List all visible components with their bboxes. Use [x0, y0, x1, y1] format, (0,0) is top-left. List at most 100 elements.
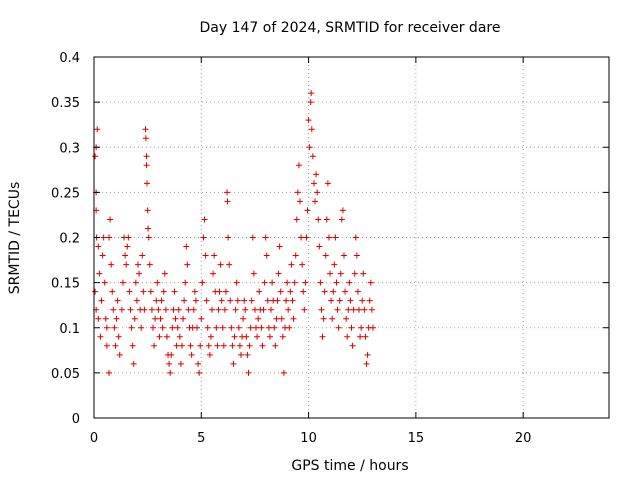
data-point: [100, 234, 107, 241]
data-point: [158, 297, 165, 304]
data-point: [294, 189, 301, 196]
data-point: [98, 297, 105, 304]
data-point: [295, 162, 302, 169]
data-point: [129, 342, 136, 349]
data-point: [346, 279, 353, 286]
y-tick-label: 0.2: [59, 232, 80, 247]
data-point: [276, 243, 283, 250]
data-point: [318, 306, 325, 313]
data-point: [337, 270, 344, 277]
data-point: [308, 126, 315, 133]
data-point: [151, 342, 158, 349]
data-point: [211, 252, 218, 259]
data-point: [154, 279, 161, 286]
data-point: [167, 369, 174, 376]
y-tick-label: 0.25: [51, 186, 80, 201]
data-point: [166, 360, 173, 367]
data-point: [170, 306, 177, 313]
data-point: [131, 315, 138, 322]
data-point: [174, 324, 181, 331]
data-point: [319, 333, 326, 340]
data-point: [145, 234, 152, 241]
data-point: [272, 342, 279, 349]
data-point: [114, 297, 121, 304]
data-point: [220, 342, 227, 349]
data-point: [300, 288, 307, 295]
y-axis-label: SRMTID / TECUs: [7, 182, 23, 295]
data-point: [251, 306, 258, 313]
data-point: [348, 324, 355, 331]
data-point: [103, 342, 110, 349]
data-point: [176, 333, 183, 340]
data-point: [308, 90, 315, 97]
data-point: [153, 297, 160, 304]
data-point: [335, 324, 342, 331]
data-point: [290, 315, 297, 322]
data-point: [182, 279, 189, 286]
data-point: [227, 297, 234, 304]
data-point: [353, 252, 360, 259]
data-point: [97, 333, 104, 340]
data-point: [130, 360, 137, 367]
data-point: [360, 270, 367, 277]
data-point: [241, 297, 248, 304]
data-point: [324, 180, 331, 187]
data-point: [216, 288, 223, 295]
data-point: [106, 369, 113, 376]
data-point: [325, 234, 332, 241]
data-point: [103, 324, 110, 331]
data-point: [118, 306, 125, 313]
data-point: [144, 180, 151, 187]
data-point: [127, 306, 134, 313]
data-point: [285, 306, 292, 313]
y-tick-label: 0.05: [51, 367, 80, 382]
data-point: [303, 234, 310, 241]
data-point: [304, 207, 311, 214]
data-point: [332, 234, 339, 241]
data-point: [175, 306, 182, 313]
data-point: [361, 306, 368, 313]
data-point: [351, 270, 358, 277]
data-point: [201, 216, 208, 223]
data-point: [298, 234, 305, 241]
data-point: [283, 297, 290, 304]
data-point: [289, 297, 296, 304]
data-point: [173, 342, 180, 349]
data-point: [96, 270, 103, 277]
data-point: [352, 234, 359, 241]
data-point: [144, 207, 151, 214]
data-point: [249, 234, 256, 241]
data-point: [119, 279, 126, 286]
data-point: [364, 351, 371, 358]
data-point: [229, 342, 236, 349]
data-point: [143, 153, 150, 160]
data-point: [356, 306, 363, 313]
data-point: [331, 261, 338, 268]
y-tick-label: 0.1: [59, 322, 80, 337]
data-point: [113, 315, 120, 322]
data-point: [215, 306, 222, 313]
data-point: [345, 306, 352, 313]
data-point: [106, 234, 113, 241]
x-tick-label: 5: [197, 431, 205, 446]
data-point: [369, 324, 376, 331]
data-point: [122, 252, 129, 259]
data-point: [278, 315, 285, 322]
data-point: [133, 297, 140, 304]
data-point: [292, 252, 299, 259]
data-point: [301, 306, 308, 313]
data-point: [102, 315, 109, 322]
data-point: [277, 288, 284, 295]
data-point: [178, 342, 185, 349]
data-point: [248, 297, 255, 304]
data-point: [224, 198, 231, 205]
x-tick-label: 10: [300, 431, 317, 446]
x-tick-label: 0: [90, 431, 98, 446]
data-point: [268, 306, 275, 313]
data-point: [261, 279, 268, 286]
data-point: [254, 333, 261, 340]
chart-title: Day 147 of 2024, SRMTID for receiver dar…: [200, 20, 501, 36]
data-point: [327, 270, 334, 277]
data-point: [150, 324, 157, 331]
